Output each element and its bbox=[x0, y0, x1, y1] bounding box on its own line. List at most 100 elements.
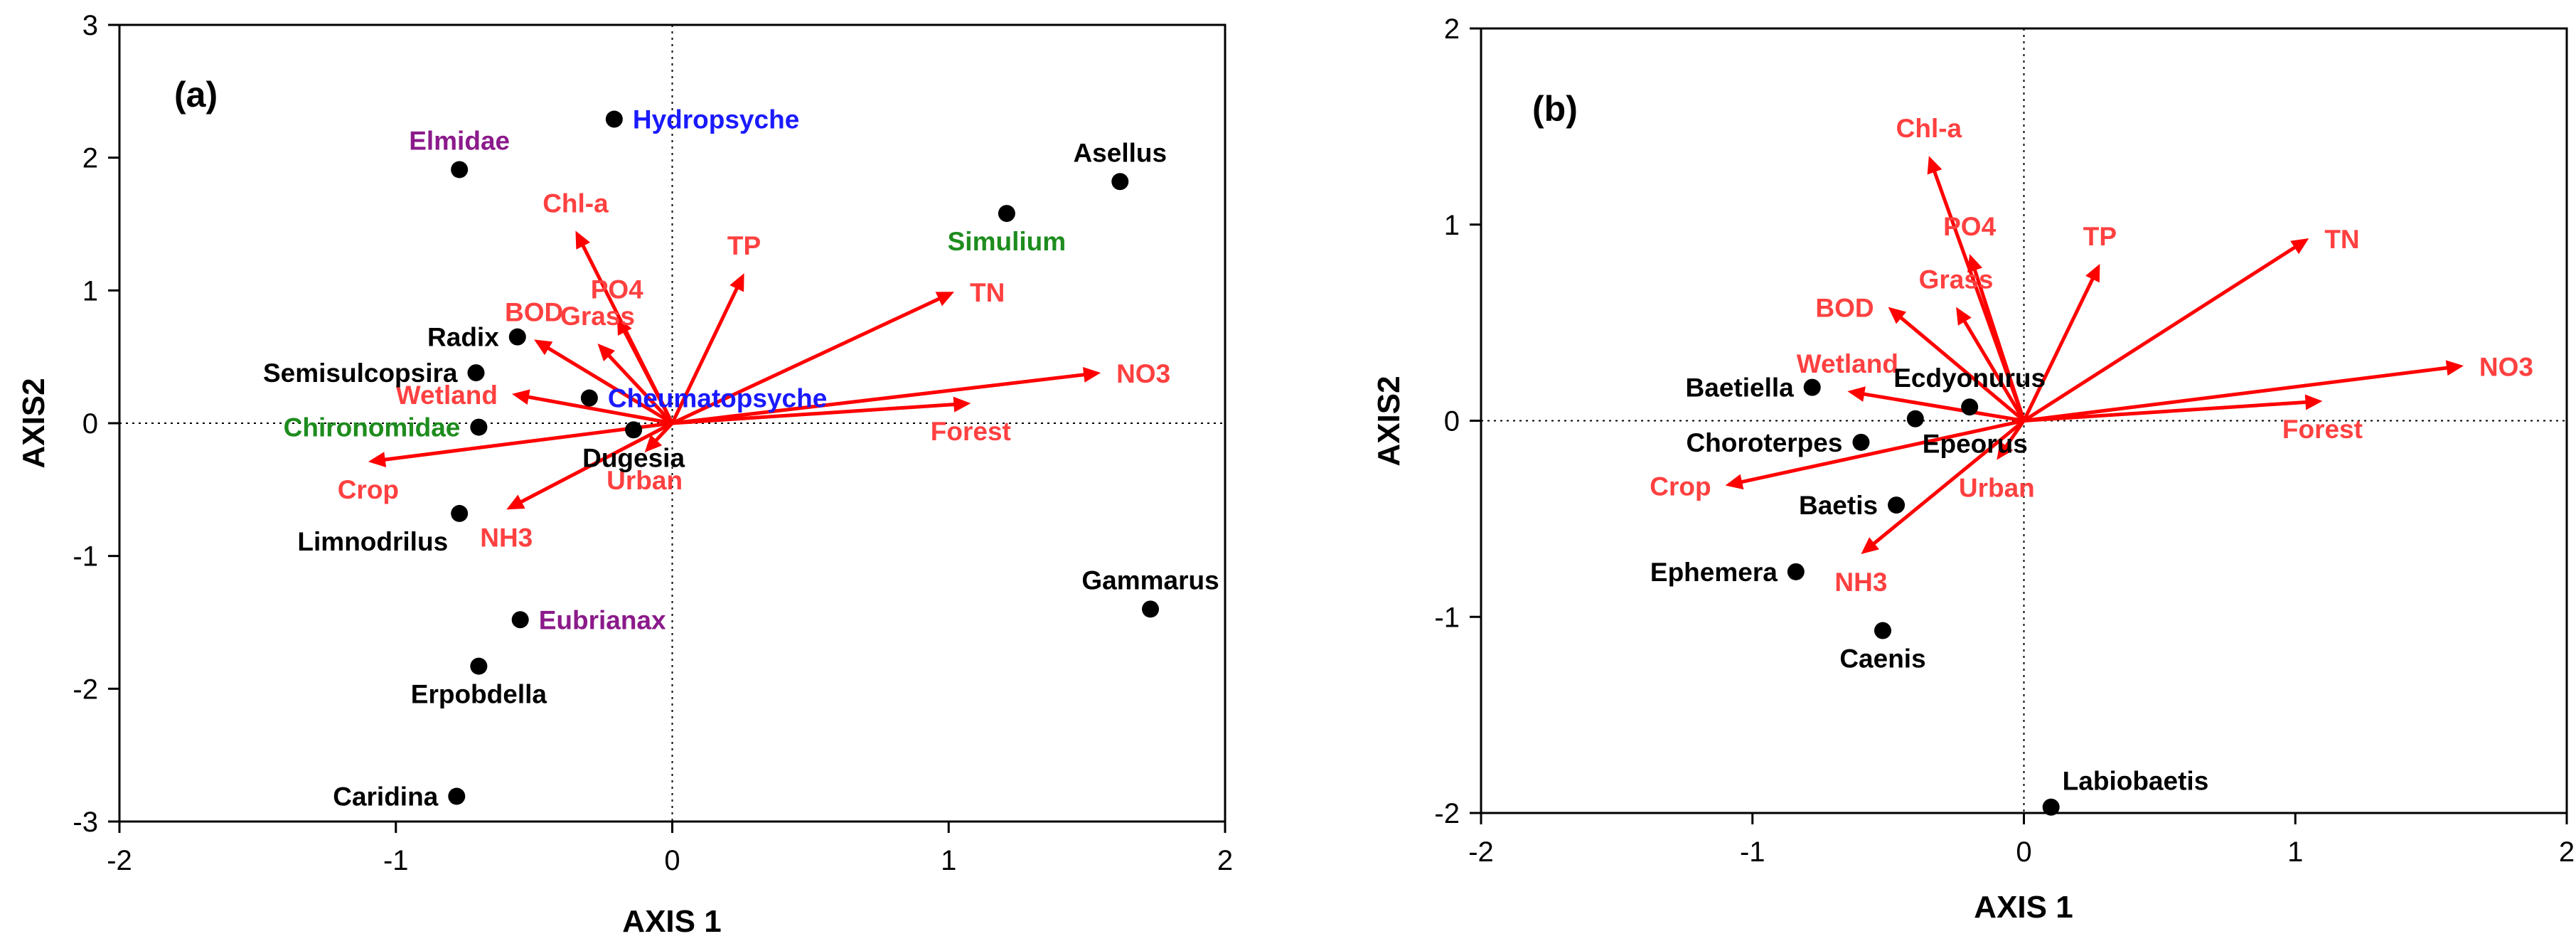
vector-arrowhead-tp bbox=[2085, 263, 2100, 283]
point-label-baetis: Baetis bbox=[1799, 491, 1878, 520]
vector-label-tn: TN bbox=[2324, 225, 2359, 254]
vector-arrowhead-grass bbox=[597, 344, 615, 362]
vector-label-crop: Crop bbox=[338, 475, 399, 504]
y-tick-label: -1 bbox=[1434, 602, 1460, 633]
vector-arrow-tn bbox=[2023, 244, 2298, 422]
y-tick-label: -2 bbox=[73, 674, 98, 705]
y-tick-label: -2 bbox=[1434, 798, 1460, 829]
vector-label-urban: Urban bbox=[606, 466, 683, 495]
point-cheumatopsyche bbox=[580, 389, 598, 407]
vector-label-forest: Forest bbox=[931, 417, 1011, 446]
vector-label-nh3: NH3 bbox=[480, 523, 533, 552]
point-elmidae bbox=[451, 161, 469, 179]
x-tick-label: -1 bbox=[383, 845, 409, 876]
x-axis-label: AXIS 1 bbox=[622, 904, 721, 939]
vector-arrow-po4 bbox=[621, 329, 674, 425]
x-tick-label: -1 bbox=[1740, 836, 1765, 868]
vector-label-grass: Grass bbox=[1919, 265, 1994, 294]
vector-label-no3: NO3 bbox=[2479, 352, 2533, 381]
vector-label-chl-a: Chl-a bbox=[1896, 114, 1962, 143]
point-baetiella bbox=[1803, 378, 1821, 396]
vector-label-chl-a: Chl-a bbox=[543, 188, 609, 218]
point-erpobdella bbox=[470, 657, 488, 675]
vector-label-tp: TP bbox=[727, 231, 761, 260]
vector-arrowhead-no3 bbox=[2445, 360, 2464, 376]
x-tick-label: 0 bbox=[2016, 836, 2031, 868]
point-label-semisulcopsira: Semisulcopsira bbox=[263, 358, 458, 388]
vector-label-po4: PO4 bbox=[1943, 212, 1996, 241]
point-ecdyonurus bbox=[1961, 398, 1979, 416]
vector-arrowhead-forest bbox=[2304, 394, 2323, 410]
vector-arrow-tn bbox=[671, 296, 942, 425]
vector-label-po4: PO4 bbox=[591, 275, 643, 304]
point-label-choroterpes: Choroterpes bbox=[1686, 428, 1842, 457]
vector-arrow-forest bbox=[672, 402, 957, 425]
x-tick-label: 2 bbox=[2559, 836, 2575, 868]
vector-arrowhead-chl-a bbox=[1927, 156, 1942, 175]
x-tick-label: 0 bbox=[664, 845, 680, 876]
point-label-hydropsyche: Hydropsyche bbox=[633, 105, 799, 134]
x-tick-label: -2 bbox=[1468, 836, 1494, 868]
y-tick-label: 0 bbox=[1444, 406, 1460, 437]
point-radix bbox=[508, 328, 526, 346]
vector-arrow-wetland bbox=[1861, 391, 2024, 422]
panel-label: (b) bbox=[1532, 89, 1578, 129]
vector-arrowhead-forest bbox=[953, 396, 971, 413]
point-label-limnodrilus: Limnodrilus bbox=[297, 527, 448, 556]
vector-label-crop: Crop bbox=[1650, 472, 1711, 501]
vector-arrowhead-urban bbox=[644, 435, 663, 453]
vector-arrow-no3 bbox=[2024, 366, 2450, 422]
y-axis-label: AXIS2 bbox=[16, 378, 51, 468]
point-caridina bbox=[448, 787, 466, 805]
x-tick-label: 1 bbox=[941, 845, 956, 876]
vector-arrow-urban bbox=[2003, 420, 2026, 450]
x-tick-label: 2 bbox=[1217, 845, 1233, 876]
point-limnodrilus bbox=[451, 504, 469, 522]
vector-arrowhead-tp bbox=[729, 273, 744, 292]
point-chironomidae bbox=[470, 418, 488, 436]
point-gammarus bbox=[1142, 600, 1160, 618]
y-axis-label: AXIS2 bbox=[1372, 376, 1406, 466]
vector-arrowhead-wetland bbox=[512, 389, 530, 405]
vector-arrowhead-grass bbox=[1956, 307, 1972, 326]
vector-arrow-urban bbox=[653, 422, 674, 444]
vector-label-forest: Forest bbox=[2282, 415, 2363, 444]
point-ephemera bbox=[1787, 563, 1805, 580]
point-baetis bbox=[1888, 496, 1906, 514]
vector-arrow-grass bbox=[1962, 318, 2026, 422]
x-tick-label: -2 bbox=[107, 845, 132, 876]
vector-label-tp: TP bbox=[2083, 222, 2117, 251]
vector-arrowhead-tn bbox=[2290, 238, 2309, 255]
vector-arrowhead-wetland bbox=[1847, 386, 1866, 402]
point-label-elmidae: Elmidae bbox=[409, 126, 510, 155]
point-label-baetiella: Baetiella bbox=[1686, 373, 1795, 403]
vector-label-nh3: NH3 bbox=[1834, 568, 1887, 597]
vector-label-bod: BOD bbox=[505, 297, 563, 326]
point-label-asellus: Asellus bbox=[1073, 138, 1167, 167]
vector-arrowhead-po4 bbox=[1967, 254, 1983, 273]
point-labiobaetis bbox=[2042, 798, 2060, 816]
y-tick-label: 2 bbox=[1444, 14, 1460, 45]
vector-arrow-forest bbox=[2024, 400, 2309, 422]
point-label-cheumatopsyche: Cheumatopsyche bbox=[608, 384, 827, 413]
y-tick-label: -1 bbox=[73, 541, 98, 573]
point-asellus bbox=[1111, 173, 1129, 191]
points: Hydropsyche Elmidae Asellus Simulium Radix Se… bbox=[263, 105, 1219, 812]
point-hydropsyche bbox=[605, 110, 623, 128]
vector-arrow-crop bbox=[382, 421, 673, 462]
panel-label: (a) bbox=[174, 75, 218, 115]
vector-arrowhead-bod bbox=[534, 339, 553, 356]
y-tick-label: 2 bbox=[82, 143, 98, 174]
point-label-labiobaetis: Labiobaetis bbox=[2063, 767, 2209, 796]
vector-arrowhead-po4 bbox=[616, 317, 632, 336]
vector-arrow-tp bbox=[2022, 275, 2095, 422]
vector-arrow-no3 bbox=[672, 372, 1087, 425]
point-semisulcopsira bbox=[467, 364, 485, 382]
vector-arrowhead-urban bbox=[1997, 441, 2014, 460]
vector-arrow-wetland bbox=[525, 395, 673, 425]
point-label-erpobdella: Erpobdella bbox=[411, 680, 547, 709]
vector-arrow-tp bbox=[670, 285, 740, 425]
point-dugesia bbox=[625, 421, 643, 439]
point-label-ephemera: Ephemera bbox=[1650, 558, 1778, 587]
